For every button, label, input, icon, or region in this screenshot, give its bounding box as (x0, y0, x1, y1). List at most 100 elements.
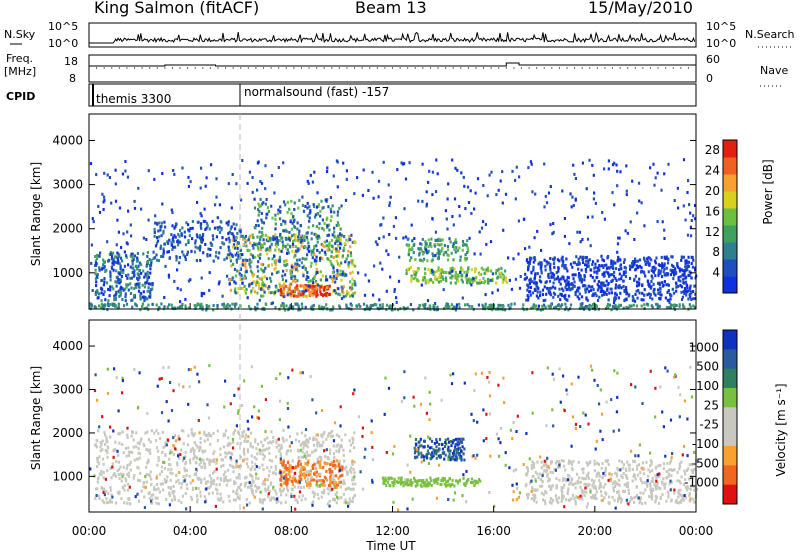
power-echo-cell (231, 173, 234, 176)
power-echo-cell (686, 233, 690, 237)
power-echo-cell (565, 298, 568, 302)
velocity-echo-cell (105, 489, 108, 493)
power-echo-cell (114, 199, 118, 203)
power-echo-cell (678, 304, 681, 308)
velocity-echo-cell (280, 446, 283, 450)
velocity-echo-cell (250, 488, 253, 491)
power-echo-cell (528, 278, 531, 282)
power-echo-cell (127, 263, 130, 267)
power-echo-cell (588, 158, 591, 162)
power-echo-cell (607, 281, 610, 285)
power-echo-cell (298, 247, 301, 251)
velocity-echo-cell (655, 495, 659, 499)
power-echo-cell (152, 250, 155, 254)
power-echo-cell (461, 296, 464, 300)
velocity-echo-cell (302, 446, 305, 450)
power-echo-cell (663, 262, 666, 266)
velocity-echo-cell (202, 458, 205, 462)
velocity-echo-cell (641, 502, 644, 506)
power-echo-cell (449, 281, 452, 285)
velocity-echo-cell (441, 447, 444, 451)
power-echo-cell (485, 242, 488, 246)
power-echo-cell (342, 291, 345, 295)
velocity-echo-cell (425, 478, 428, 482)
power-echo-cell (559, 282, 562, 286)
velocity-echo-cell (255, 457, 258, 461)
power-echo-cell (318, 222, 321, 226)
power-echo-cell (417, 306, 420, 310)
power-echo-cell (412, 277, 415, 281)
power-echo-cell (475, 276, 478, 280)
power-echo-cell (681, 269, 684, 273)
power-echo-cell (420, 283, 423, 287)
power-echo-cell (315, 205, 318, 209)
power-echo-cell (405, 243, 408, 247)
power-echo-cell (410, 276, 413, 280)
power-echo-cell (505, 280, 509, 284)
power-echo-cell (289, 245, 292, 249)
power-echo-cell (127, 283, 130, 287)
power-echo-cell (598, 295, 601, 299)
power-echo-cell (133, 199, 136, 203)
power-echo-cell (146, 289, 149, 293)
power-colorbar-swatch (723, 157, 737, 175)
power-echo-cell (234, 291, 237, 295)
velocity-echo-cell (289, 464, 293, 468)
velocity-echo-cell (459, 456, 462, 460)
velocity-echo-cell (527, 492, 530, 496)
velocity-echo-cell (310, 478, 313, 482)
power-echo-cell (530, 271, 533, 275)
power-echo-cell (200, 222, 203, 226)
velocity-echo-cell (474, 481, 477, 485)
power-echo-cell (387, 183, 390, 187)
power-echo-cell (111, 303, 114, 307)
velocity-echo-cell (300, 431, 304, 435)
velocity-echo-cell (532, 493, 535, 497)
power-echo-cell (323, 250, 327, 254)
power-echo-cell (289, 292, 292, 296)
velocity-echo-cell (210, 459, 213, 463)
power-echo-cell (330, 250, 333, 254)
velocity-echo-cell (278, 448, 281, 452)
power-echo-cell (479, 279, 482, 283)
power-echo-cell (168, 238, 171, 242)
velocity-echo-cell (155, 474, 158, 478)
power-echo-cell (438, 273, 441, 277)
power-echo-cell (613, 296, 616, 300)
velocity-echo-cell (575, 472, 579, 476)
velocity-echo-cell (167, 463, 171, 467)
power-echo-cell (684, 218, 687, 222)
velocity-echo-cell (186, 443, 190, 447)
velocity-echo-cell (329, 473, 333, 477)
y-tick-label: 3000 (52, 178, 83, 192)
power-echo-cell (90, 243, 93, 247)
power-echo-cell (91, 217, 94, 221)
power-echo-cell (415, 271, 418, 274)
power-echo-cell (321, 274, 324, 278)
power-echo-cell (206, 254, 209, 258)
power-echo-cell (553, 256, 556, 260)
velocity-echo-cell (299, 466, 302, 470)
power-echo-cell (298, 198, 301, 202)
power-echo-cell (341, 272, 344, 276)
power-echo-cell (309, 210, 312, 214)
power-echo-cell (280, 287, 283, 291)
power-echo-cell (612, 274, 616, 278)
power-echo-cell (597, 268, 600, 272)
power-echo-cell (447, 182, 450, 186)
velocity-echo-cell (329, 448, 332, 452)
power-echo-cell (336, 213, 339, 217)
velocity-echo-cell (227, 451, 230, 455)
power-echo-cell (149, 293, 152, 297)
power-echo-cell (349, 245, 352, 249)
power-echo-cell (340, 285, 343, 289)
power-echo-cell (388, 305, 391, 309)
power-echo-cell (380, 306, 383, 310)
power-echo-cell (114, 182, 117, 186)
power-echo-cell (269, 236, 272, 240)
power-echo-cell (131, 271, 134, 274)
power-echo-cell (282, 304, 285, 308)
power-echo-cell (275, 271, 278, 275)
velocity-echo-cell (345, 470, 348, 474)
power-echo-cell (294, 262, 297, 266)
